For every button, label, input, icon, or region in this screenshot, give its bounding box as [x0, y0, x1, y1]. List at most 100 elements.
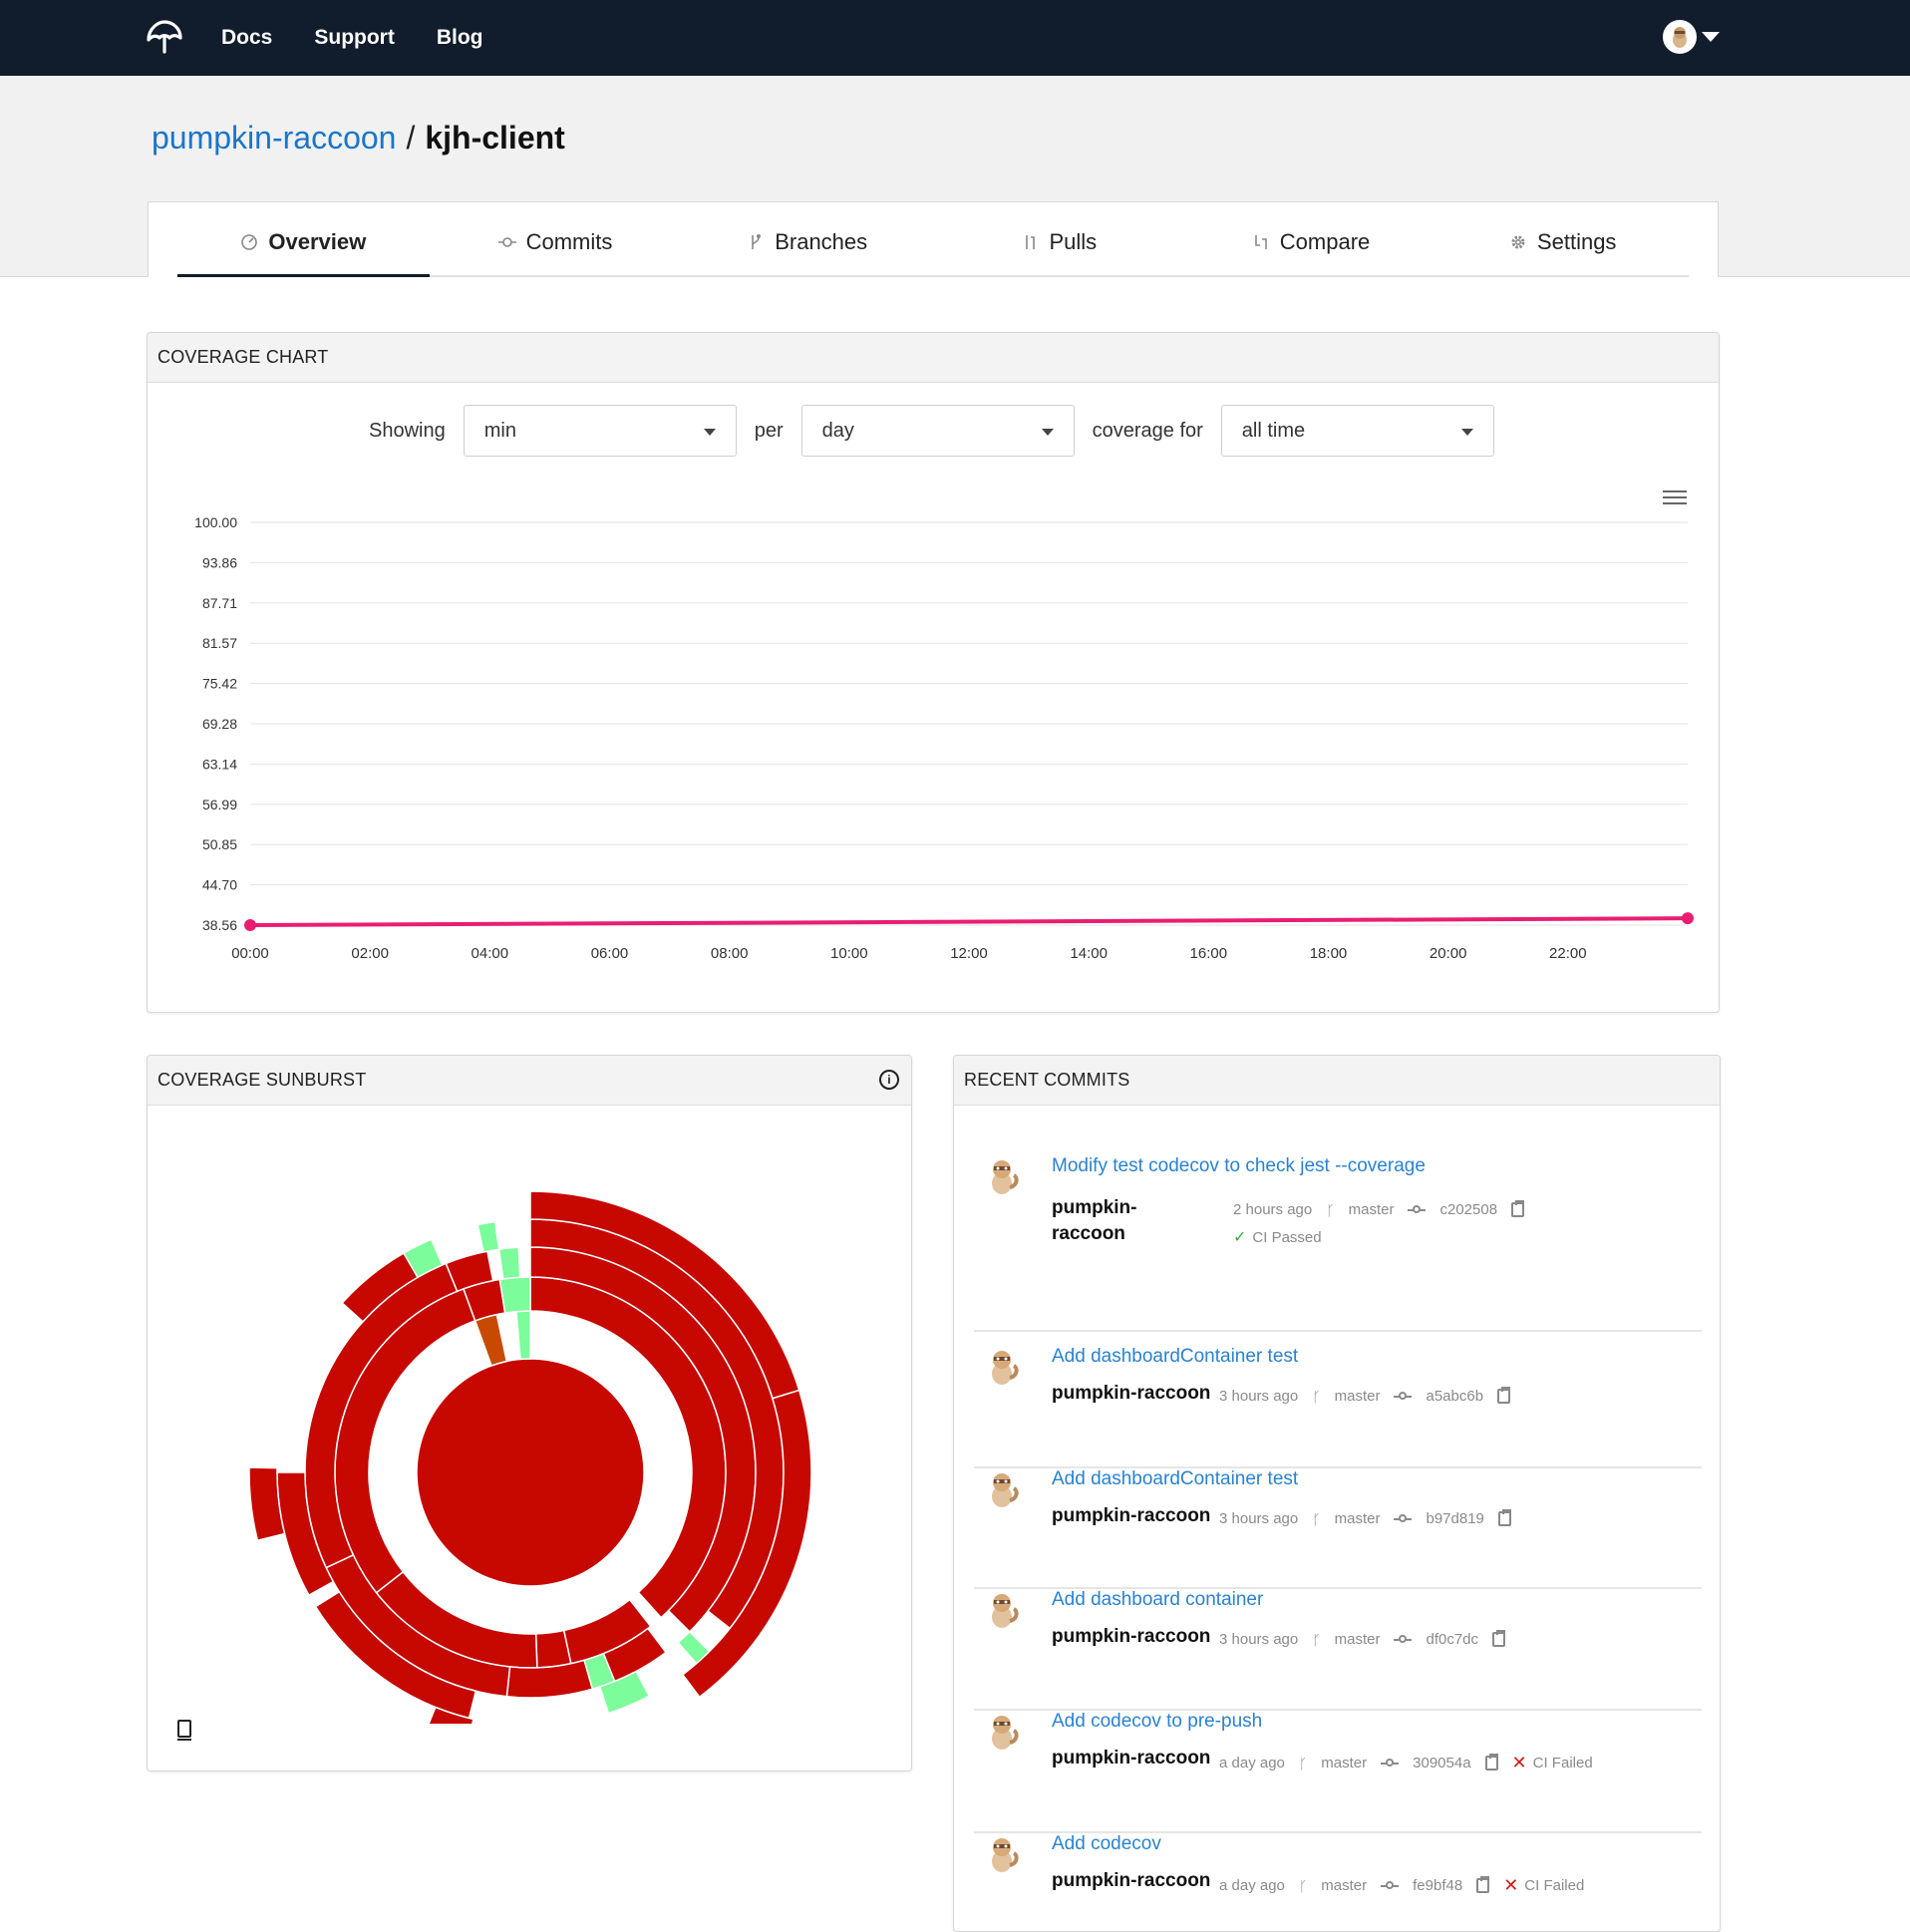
- commit-item: Add codecov to pre-push pumpkin-raccoon a …: [974, 1711, 1702, 1833]
- x-tick-label: 04:00: [472, 945, 509, 962]
- user-avatar[interactable]: [1663, 20, 1697, 54]
- sunburst-center[interactable]: [416, 1358, 645, 1587]
- commit-time: 2 hours ago: [1233, 1201, 1313, 1218]
- showing-select-value: min: [483, 419, 516, 442]
- book-icon[interactable]: [177, 1720, 191, 1741]
- tab-overview-label: Overview: [268, 229, 367, 254]
- commit-meta: 3 hours ago ᚴ master a5abc6b: [1219, 1387, 1511, 1405]
- sunburst-segment[interactable]: [498, 1276, 531, 1314]
- commit-ci: ✕ CI Failed: [1503, 1875, 1584, 1896]
- sunburst-segment[interactable]: [497, 1246, 521, 1280]
- y-tick-label: 81.57: [202, 635, 237, 651]
- commit-author: pumpkin-raccoon: [1052, 1197, 1137, 1244]
- sunburst-segment[interactable]: [681, 1389, 812, 1699]
- commit-sha[interactable]: 309054a: [1413, 1755, 1471, 1771]
- branch-icon: ᚴ: [1312, 1631, 1321, 1648]
- commit-sha[interactable]: df0c7dc: [1426, 1631, 1479, 1648]
- clipboard-icon[interactable]: [1476, 1876, 1490, 1893]
- sunburst-segment[interactable]: [477, 1220, 500, 1253]
- clipboard-icon[interactable]: [1511, 1200, 1525, 1217]
- nav-blog-link[interactable]: Blog: [436, 26, 483, 49]
- commit-message-link[interactable]: Add dashboardContainer test: [1052, 1468, 1299, 1489]
- y-tick-label: 75.42: [202, 676, 237, 692]
- clipboard-icon[interactable]: [1484, 1754, 1498, 1771]
- umbrella-logo-icon[interactable]: [145, 18, 184, 58]
- coverage-chart-header: COVERAGE CHART: [148, 333, 1719, 383]
- tab-overview[interactable]: Overview: [177, 209, 430, 277]
- info-icon[interactable]: i: [879, 1070, 899, 1090]
- commit-branch[interactable]: master: [1334, 1388, 1381, 1405]
- chart-controls: Showing min per day coverage for all tim…: [369, 405, 1512, 457]
- ci-status: CI Passed: [1252, 1228, 1322, 1246]
- coverage-range-select[interactable]: all time: [1220, 405, 1494, 457]
- sunburst-segment[interactable]: [276, 1471, 335, 1597]
- commit-icon: [1408, 1204, 1427, 1215]
- sunburst-segment[interactable]: [248, 1466, 286, 1542]
- tab-pulls[interactable]: Pulls: [933, 209, 1185, 275]
- breadcrumb-repo-name: kjh-client: [425, 120, 565, 156]
- commit-message-link[interactable]: Add codecov: [1052, 1833, 1161, 1854]
- tab-settings[interactable]: Settings: [1436, 209, 1689, 275]
- tab-compare[interactable]: Compare: [1185, 209, 1437, 275]
- commit-branch[interactable]: master: [1334, 1631, 1381, 1648]
- sunburst-segment[interactable]: [598, 1670, 651, 1715]
- commit-branch[interactable]: master: [1321, 1877, 1368, 1894]
- tab-commits[interactable]: Commits: [430, 209, 682, 275]
- commit-item: Add dashboard container pumpkin-raccoon 3 …: [974, 1589, 1702, 1711]
- nav-docs-link[interactable]: Docs: [221, 26, 273, 49]
- commit-author-avatar: [984, 1468, 1020, 1508]
- x-tick-label: 22:00: [1549, 945, 1587, 962]
- user-menu-caret-icon[interactable]: [1702, 32, 1720, 42]
- per-select[interactable]: day: [800, 405, 1075, 457]
- clipboard-icon[interactable]: [1492, 1630, 1506, 1647]
- breadcrumb-owner-link[interactable]: pumpkin-raccoon: [152, 120, 397, 156]
- coverage-sunburst-chart[interactable]: [148, 1106, 912, 1724]
- y-tick-label: 56.99: [202, 797, 237, 812]
- sunburst-segment[interactable]: [534, 1629, 572, 1669]
- repo-tabs: Overview Commits Branches Pulls Compare …: [177, 209, 1689, 277]
- sunburst-segment[interactable]: [425, 1706, 475, 1724]
- chart-menu-icon[interactable]: [1663, 490, 1687, 508]
- commit-branch[interactable]: master: [1321, 1755, 1368, 1771]
- commit-sha[interactable]: c202508: [1439, 1201, 1498, 1218]
- sunburst-segment[interactable]: [445, 1250, 494, 1293]
- sunburst-segment[interactable]: [314, 1590, 478, 1720]
- commit-branch[interactable]: master: [1334, 1510, 1381, 1527]
- sunburst-segment[interactable]: [474, 1313, 508, 1367]
- commit-icon: [497, 237, 516, 247]
- commit-icon: [1381, 1880, 1400, 1891]
- tab-branches[interactable]: Branches: [681, 209, 933, 275]
- sunburst-segment[interactable]: [402, 1238, 444, 1279]
- branch-icon: ᚴ: [1312, 1510, 1321, 1527]
- branch-icon: ᚴ: [1326, 1201, 1335, 1218]
- commit-author-avatar: [984, 1833, 1020, 1873]
- commit-icon: [1394, 1391, 1413, 1402]
- showing-select[interactable]: min: [463, 405, 737, 457]
- sunburst-segment[interactable]: [515, 1310, 531, 1361]
- clipboard-icon[interactable]: [1497, 1387, 1511, 1404]
- per-label: per: [754, 419, 784, 442]
- y-tick-label: 38.56: [202, 917, 237, 933]
- commit-sha[interactable]: fe9bf48: [1413, 1877, 1463, 1894]
- data-point[interactable]: [244, 919, 256, 931]
- gauge-icon: [241, 234, 258, 250]
- commit-message-link[interactable]: Add dashboard container: [1052, 1589, 1264, 1610]
- nav-support-link[interactable]: Support: [314, 26, 395, 49]
- x-tick-label: 06:00: [591, 945, 629, 962]
- commit-sha[interactable]: b97d819: [1426, 1510, 1484, 1527]
- breadcrumb: pumpkin-raccoon / kjh-client: [152, 120, 565, 157]
- commit-message-link[interactable]: Modify test codecov to check jest --cove…: [1052, 1155, 1426, 1176]
- tab-commits-label: Commits: [525, 229, 613, 254]
- coverage-sunburst-title: COVERAGE SUNBURST: [158, 1070, 367, 1090]
- commit-message-link[interactable]: Add dashboardContainer test: [1052, 1346, 1299, 1367]
- clipboard-icon[interactable]: [1497, 1509, 1511, 1526]
- y-tick-label: 93.86: [202, 554, 237, 570]
- tab-pulls-label: Pulls: [1049, 229, 1098, 254]
- commit-branch[interactable]: master: [1348, 1201, 1395, 1218]
- ci-status: CI Failed: [1532, 1755, 1593, 1771]
- commit-message-link[interactable]: Add codecov to pre-push: [1052, 1711, 1263, 1732]
- commit-item: Add dashboardContainer test pumpkin-racco…: [974, 1346, 1702, 1468]
- data-point[interactable]: [1682, 912, 1694, 925]
- commit-author: pumpkin-raccoon: [1052, 1383, 1211, 1404]
- commit-sha[interactable]: a5abc6b: [1426, 1388, 1484, 1405]
